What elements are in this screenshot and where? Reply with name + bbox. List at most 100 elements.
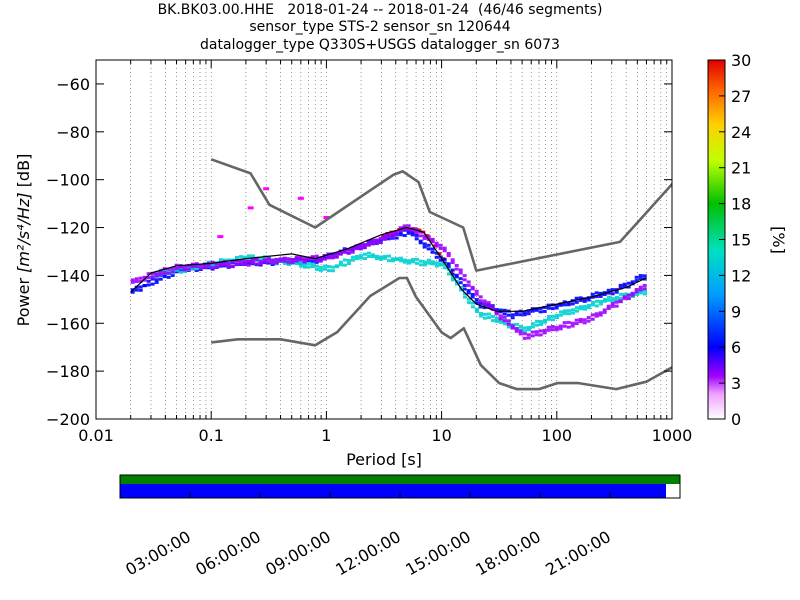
density-cell xyxy=(494,319,499,323)
density-cell xyxy=(510,326,515,330)
density-cell xyxy=(366,239,371,243)
density-cell xyxy=(366,241,371,245)
density-cell xyxy=(506,313,511,317)
density-cell xyxy=(478,314,483,318)
density-cell xyxy=(330,269,335,273)
x-tick-label: 1 xyxy=(321,426,331,445)
density-cell xyxy=(286,257,291,261)
chart-title-line-1: BK.BK03.00.HHE 2018-01-24 -- 2018-01-24 … xyxy=(157,2,603,18)
density-cell xyxy=(378,257,383,261)
y-axis-label-units: [m²/s⁴/Hz] xyxy=(14,192,33,272)
density-cell xyxy=(278,257,283,261)
density-cell xyxy=(222,258,227,262)
density-cell xyxy=(310,255,315,259)
density-cell xyxy=(174,267,179,271)
density-cell xyxy=(618,300,623,304)
density-cell xyxy=(478,311,483,315)
density-cell xyxy=(446,254,451,258)
timeline-tick-label: 03:00:00 xyxy=(122,527,194,579)
colorbar-tick-label: 30 xyxy=(731,51,751,70)
y-axis-label-suffix: [dB] xyxy=(14,154,33,193)
timeline-track-segments xyxy=(120,484,666,498)
density-cell xyxy=(430,262,435,266)
density-cell xyxy=(626,285,631,289)
density-cell xyxy=(182,269,187,273)
density-cell xyxy=(138,276,143,280)
density-cell xyxy=(234,263,239,267)
timeline-tick-label: 06:00:00 xyxy=(192,527,264,579)
colorbar-tick-label: 12 xyxy=(731,266,751,285)
density-cell xyxy=(470,292,475,296)
density-cell xyxy=(394,257,399,261)
density-cell xyxy=(474,298,479,302)
density-cell xyxy=(502,319,507,323)
density-cell xyxy=(342,247,347,251)
density-cell xyxy=(250,258,255,262)
density-cell xyxy=(626,281,631,285)
density-cell xyxy=(558,324,563,328)
density-cell xyxy=(350,255,355,259)
density-cell xyxy=(170,270,175,274)
density-cell xyxy=(538,329,543,333)
density-cell xyxy=(510,324,515,328)
density-cell xyxy=(418,230,423,234)
density-cell xyxy=(426,235,431,239)
density-cell xyxy=(206,264,211,268)
density-cell xyxy=(406,224,411,228)
density-cell xyxy=(146,283,151,287)
density-cell xyxy=(314,259,319,263)
density-cell xyxy=(458,288,463,292)
density-cell xyxy=(498,308,503,312)
density-cell xyxy=(434,244,439,248)
density-cell xyxy=(298,255,303,259)
density-cell xyxy=(502,322,507,326)
density-cell xyxy=(182,265,187,269)
grid-lines xyxy=(130,60,668,419)
colorbar-tick-label: 9 xyxy=(731,302,741,321)
density-cell xyxy=(450,272,455,276)
density-cell xyxy=(258,260,263,264)
density-cell xyxy=(202,265,207,269)
density-cell xyxy=(354,244,359,248)
density-cell xyxy=(406,261,411,265)
density-cell xyxy=(150,275,155,279)
density-cell xyxy=(622,282,627,286)
density-cell xyxy=(318,265,323,269)
density-cell xyxy=(450,261,455,265)
density-cell xyxy=(642,287,647,291)
density-cell xyxy=(562,321,567,325)
density-cell xyxy=(414,237,419,241)
density-cell xyxy=(422,242,427,246)
density-cell xyxy=(294,255,299,259)
density-cell xyxy=(250,254,255,258)
density-cell xyxy=(466,301,471,305)
density-cell xyxy=(634,288,639,292)
density-cell xyxy=(578,307,583,311)
density-cell xyxy=(578,296,583,300)
density-cell xyxy=(442,246,447,250)
density-cell xyxy=(338,252,343,256)
y-tick-label: −60 xyxy=(56,75,90,94)
colorbar-tick-label: 18 xyxy=(731,195,751,214)
density-cell xyxy=(246,263,251,267)
density-cell xyxy=(422,245,427,249)
density-cell xyxy=(298,264,303,268)
density-cell xyxy=(378,240,383,244)
density-cell xyxy=(370,242,375,246)
density-cell xyxy=(306,257,311,261)
density-cell xyxy=(298,261,303,265)
y-tick-label: −100 xyxy=(46,171,90,190)
density-cell xyxy=(366,243,371,247)
density-cell xyxy=(498,320,503,324)
density-cell xyxy=(242,255,247,259)
density-cell xyxy=(598,299,603,303)
density-cell xyxy=(270,261,275,265)
density-cell xyxy=(574,322,579,326)
density-cell xyxy=(178,265,183,269)
density-cell xyxy=(450,258,455,262)
density-cell xyxy=(634,275,639,279)
density-cell xyxy=(398,259,403,263)
density-cell xyxy=(402,258,407,262)
density-cell xyxy=(586,306,591,310)
density-cell xyxy=(434,255,439,259)
